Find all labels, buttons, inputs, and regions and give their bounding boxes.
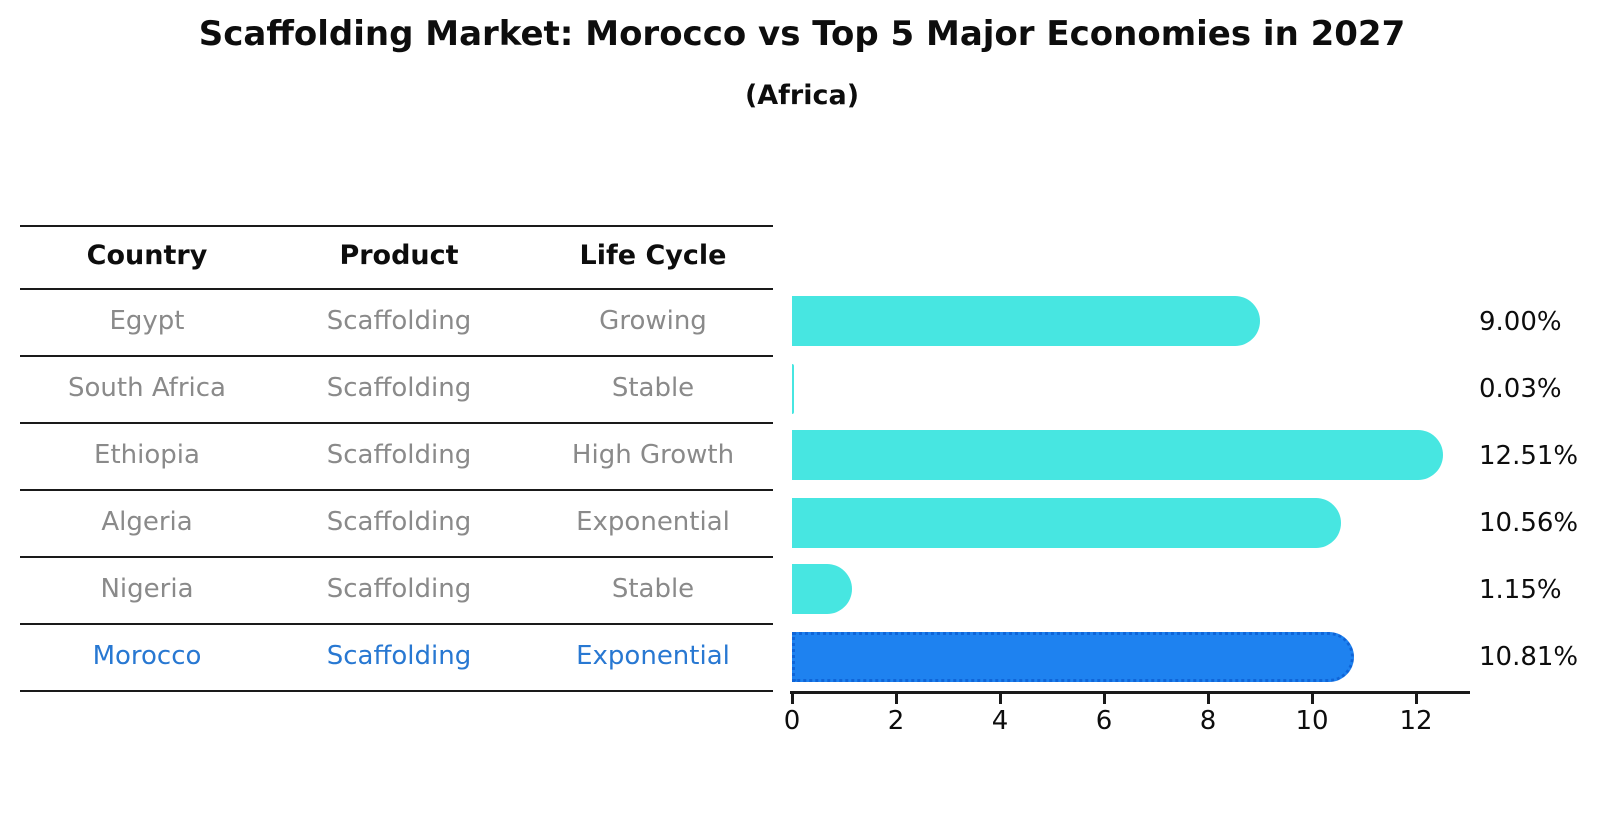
- value-label-nigeria: 1.15%: [1479, 575, 1562, 605]
- cell-country: Ethiopia: [94, 440, 200, 470]
- table-rule: [20, 355, 773, 357]
- cell-product: Scaffolding: [326, 507, 472, 537]
- bar-nigeria: [792, 564, 852, 614]
- cell-life-cycle: Exponential: [576, 507, 730, 537]
- table-rule: [20, 225, 773, 227]
- x-axis-tick: [790, 694, 794, 704]
- cell-life-cycle: Stable: [611, 373, 695, 403]
- value-label-egypt: 9.00%: [1479, 307, 1562, 337]
- cell-life-cycle: Growing: [599, 306, 707, 336]
- cell-product: Scaffolding: [326, 306, 472, 336]
- cell-product: Scaffolding: [326, 641, 472, 671]
- x-axis-tick: [1102, 694, 1106, 704]
- x-axis-tick: [1414, 694, 1418, 704]
- x-axis-tick: [998, 694, 1002, 704]
- x-axis-tick-label: 2: [887, 706, 905, 736]
- x-axis-tick-label: 10: [1295, 706, 1329, 736]
- cell-country: Algeria: [101, 507, 193, 537]
- x-axis-tick-label: 0: [783, 706, 801, 736]
- x-axis-tick: [1206, 694, 1210, 704]
- cell-country: Morocco: [92, 641, 202, 671]
- cell-life-cycle: Stable: [611, 574, 695, 604]
- table-header-product: Product: [339, 240, 459, 271]
- value-label-morocco: 10.81%: [1479, 642, 1579, 672]
- chart-subtitle: (Africa): [744, 80, 860, 111]
- cell-country: South Africa: [68, 373, 226, 403]
- table-rule: [20, 556, 773, 558]
- cell-product: Scaffolding: [326, 373, 472, 403]
- value-label-ethiopia: 12.51%: [1479, 441, 1579, 471]
- x-axis-tick-label: 12: [1399, 706, 1433, 736]
- table-rule: [20, 489, 773, 491]
- bar-algeria: [792, 498, 1342, 548]
- x-axis-tick-label: 4: [991, 706, 1009, 736]
- value-label-algeria: 10.56%: [1479, 508, 1579, 538]
- x-axis-tick: [1310, 694, 1314, 704]
- bar-south-africa: [792, 364, 794, 414]
- value-label-south-africa: 0.03%: [1479, 374, 1562, 404]
- x-axis-tick: [894, 694, 898, 704]
- table-rule: [20, 623, 773, 625]
- cell-country: Egypt: [109, 306, 185, 336]
- bar-ethiopia: [792, 430, 1443, 480]
- bar-egypt: [792, 296, 1260, 346]
- cell-life-cycle: High Growth: [571, 440, 735, 470]
- table-header-country: Country: [86, 240, 208, 271]
- x-axis-tick-label: 6: [1095, 706, 1113, 736]
- chart-title: Scaffolding Market: Morocco vs Top 5 Maj…: [198, 14, 1406, 54]
- table-rule: [20, 690, 773, 692]
- table-rule: [20, 422, 773, 424]
- bar-morocco-highlighted: [792, 632, 1355, 682]
- cell-country: Nigeria: [100, 574, 194, 604]
- x-axis-line: [790, 691, 1470, 694]
- x-axis-tick-label: 8: [1199, 706, 1217, 736]
- table-rule: [20, 288, 773, 290]
- table-header-life-cycle: Life Cycle: [579, 240, 727, 271]
- cell-life-cycle: Exponential: [576, 641, 730, 671]
- cell-product: Scaffolding: [326, 440, 472, 470]
- cell-product: Scaffolding: [326, 574, 472, 604]
